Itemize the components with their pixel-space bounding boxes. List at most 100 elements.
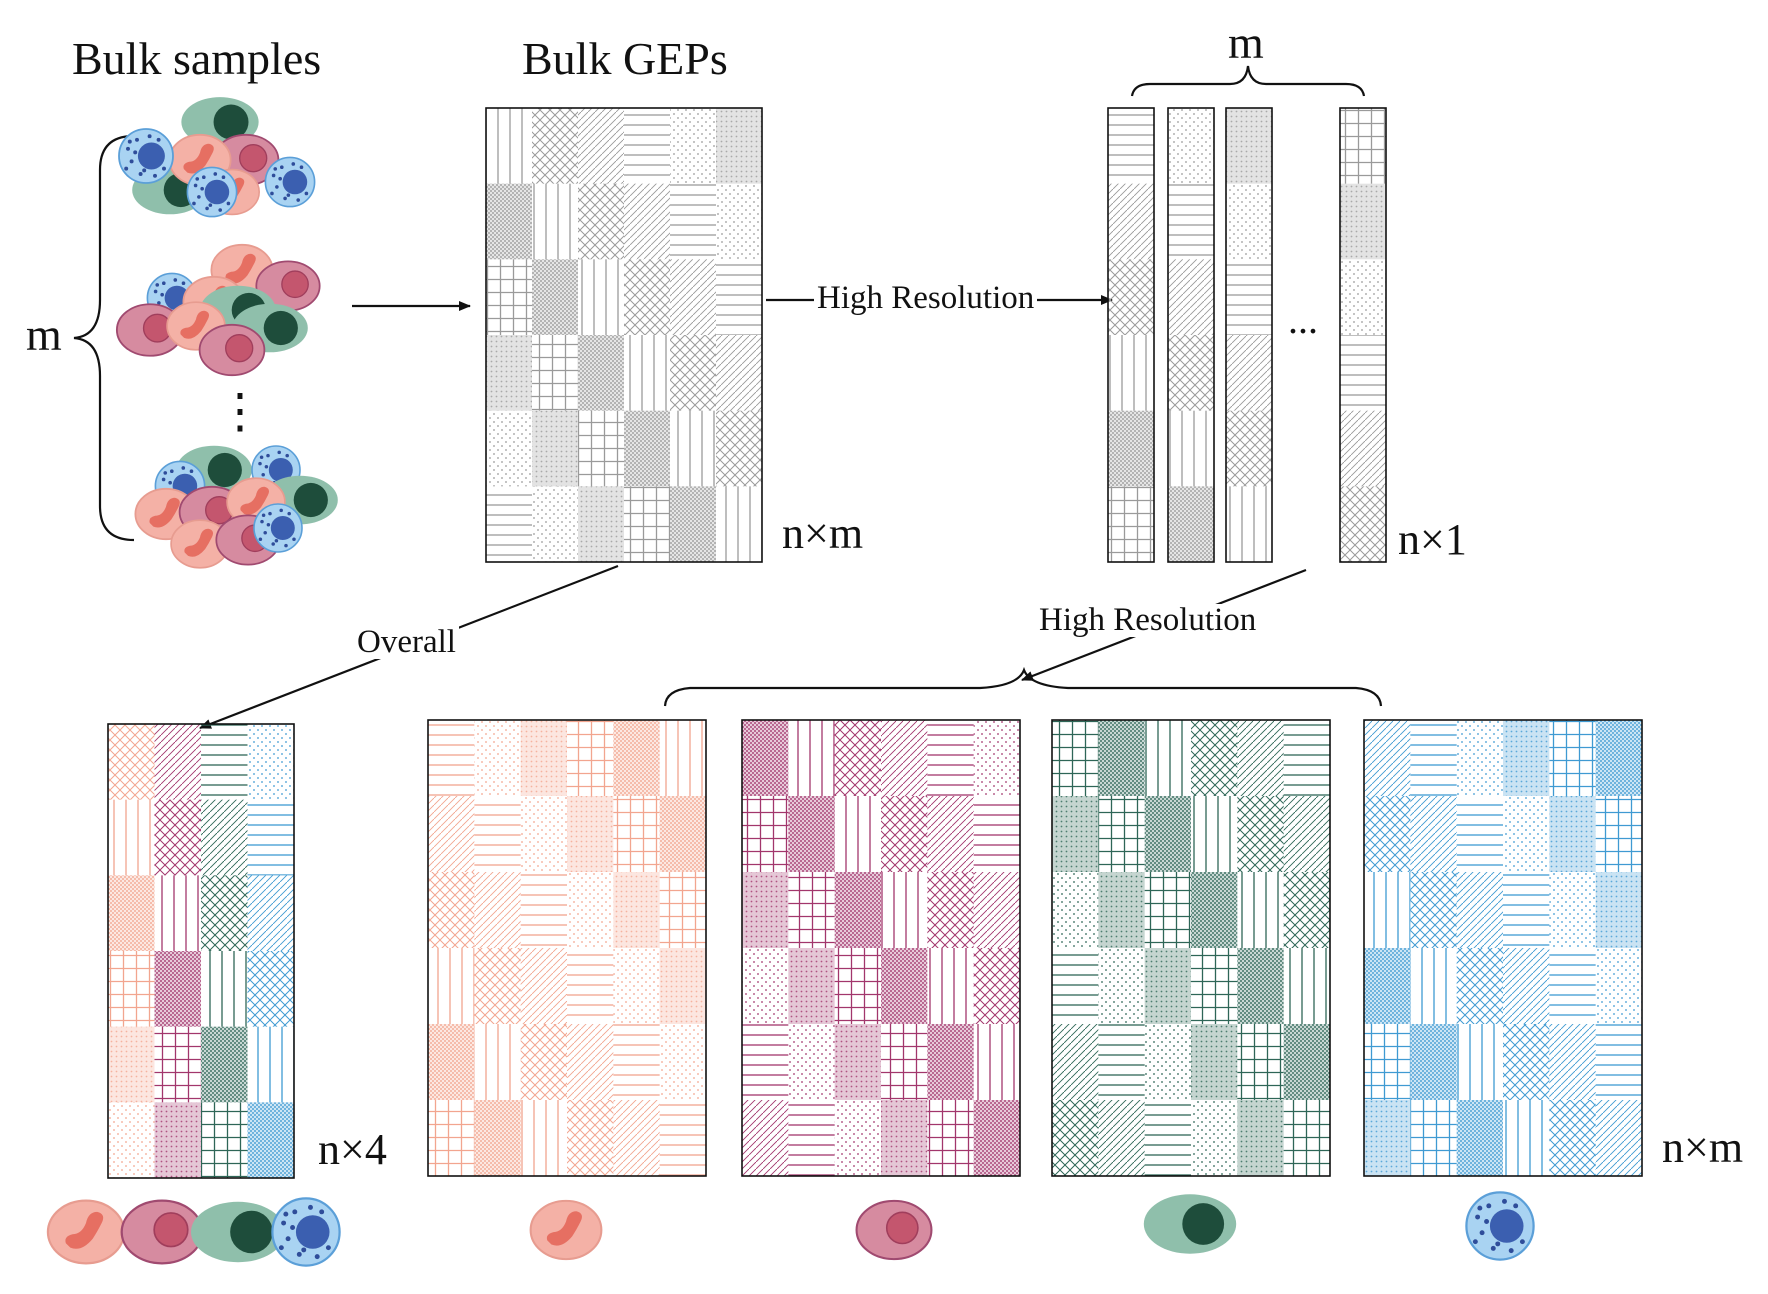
matrix-cell xyxy=(1283,1024,1330,1100)
matrix-cell xyxy=(154,1026,201,1103)
matrix-cell xyxy=(881,948,928,1024)
matrix-cell xyxy=(520,948,567,1024)
matrix-cell xyxy=(108,875,155,951)
matrix-cell xyxy=(613,796,660,872)
matrix-cell xyxy=(1595,1024,1642,1100)
matrix-cell xyxy=(834,948,881,1024)
matrix-cell xyxy=(474,872,521,948)
matrix-cell xyxy=(154,875,201,951)
m-left-label: m xyxy=(26,309,62,360)
matrix-cell xyxy=(201,799,248,876)
matrix-cell xyxy=(1108,108,1154,184)
matrix-cell xyxy=(1410,796,1457,872)
matrix-cell xyxy=(834,796,881,872)
matrix-cell xyxy=(927,796,974,872)
matrix-cell xyxy=(670,259,716,335)
matrix-cell xyxy=(108,951,155,1027)
matrix-cell xyxy=(520,872,567,948)
matrix-cell xyxy=(613,720,660,796)
matrix-cell xyxy=(1340,335,1386,411)
matrix-cell xyxy=(716,486,762,562)
matrix-cell xyxy=(742,720,789,796)
matrix-cell xyxy=(486,335,532,411)
matrix-cell xyxy=(659,796,706,872)
matrix-cell xyxy=(567,1100,614,1176)
dim-n-x-m-top: n×m xyxy=(782,509,864,558)
matrix-cell xyxy=(486,259,532,335)
matrix-cell xyxy=(532,486,578,562)
matrix-cell xyxy=(486,486,532,562)
matrix-cell xyxy=(613,872,660,948)
matrix-cell xyxy=(788,1100,835,1176)
matrix-cell xyxy=(742,1024,789,1100)
matrix-cell xyxy=(1098,948,1145,1024)
matrix-border xyxy=(427,719,707,1177)
matrix-cell xyxy=(742,948,789,1024)
matrix-cell xyxy=(486,183,532,260)
matrix-cell xyxy=(486,108,532,184)
matrix-cell xyxy=(1549,948,1596,1024)
cluster2-magenta-cell xyxy=(255,260,321,312)
matrix-cell xyxy=(973,1100,1020,1176)
cell-icons xyxy=(46,97,1535,1267)
matrix-cell xyxy=(927,948,974,1024)
matrix-cell xyxy=(532,108,578,184)
matrix-cell xyxy=(247,1102,294,1178)
matrix-cell xyxy=(1503,1024,1550,1100)
matrix-cell xyxy=(881,796,928,872)
matrix-cell xyxy=(154,1102,201,1178)
matrix-cell xyxy=(1108,486,1154,562)
matrix-cell xyxy=(520,796,567,872)
green-gep-matrix xyxy=(1051,719,1331,1177)
matrix-border xyxy=(1167,107,1215,563)
matrix-cell xyxy=(108,1026,155,1103)
magenta-gep-matrix xyxy=(741,719,1021,1177)
matrix-cell xyxy=(716,259,762,335)
matrix-cell xyxy=(788,1024,835,1100)
matrix-cell xyxy=(1410,948,1457,1024)
matrix-cell xyxy=(1456,948,1503,1024)
matrix-cell xyxy=(742,872,789,948)
matrix-cell xyxy=(1503,948,1550,1024)
matrix-cell xyxy=(1144,872,1191,948)
matrix-cell xyxy=(532,335,578,411)
matrix-cell xyxy=(1283,948,1330,1024)
matrix-border xyxy=(1339,107,1387,563)
bulk-gep-column-1 xyxy=(1107,107,1155,563)
matrix-cell xyxy=(1098,1024,1145,1100)
matrix-cell xyxy=(1595,872,1642,948)
matrix-cell xyxy=(1456,720,1503,796)
matrix-cell xyxy=(1283,1100,1330,1176)
high-resolution-label-top: High Resolution xyxy=(814,282,1038,315)
matrix-cell xyxy=(613,948,660,1024)
matrix-cell xyxy=(670,486,716,562)
matrix-cell xyxy=(247,951,294,1027)
brace-left-m xyxy=(73,134,135,542)
matrix-border xyxy=(1051,719,1331,1177)
matrix-cell xyxy=(567,796,614,872)
cluster3-salmon-cell-3 xyxy=(170,519,230,569)
matrix-cell xyxy=(1364,1100,1411,1176)
matrix-cell xyxy=(567,948,614,1024)
matrix-border xyxy=(741,719,1021,1177)
matrix-cell xyxy=(613,1024,660,1100)
matrix-cell xyxy=(428,796,475,872)
matrix-cell xyxy=(1191,948,1238,1024)
cluster2-magenta-cell-2 xyxy=(115,303,185,357)
matrix-cell xyxy=(1237,948,1284,1024)
matrix-cell xyxy=(578,259,624,335)
matrix-cell xyxy=(1098,796,1145,872)
matrix-cell xyxy=(1549,720,1596,796)
matrix-cell xyxy=(486,410,532,487)
matrix-cell xyxy=(520,1024,567,1100)
matrix-cell xyxy=(716,108,762,184)
matrix-cell xyxy=(1456,872,1503,948)
matrix-cell xyxy=(1237,1024,1284,1100)
matrix-cell xyxy=(659,720,706,796)
matrix-cell xyxy=(1226,183,1272,260)
legend-green-cell-combined xyxy=(190,1201,286,1263)
matrix-cell xyxy=(1237,796,1284,872)
matrix-cell xyxy=(247,875,294,951)
matrix-cell xyxy=(1098,1100,1145,1176)
matrix-cell xyxy=(1549,872,1596,948)
